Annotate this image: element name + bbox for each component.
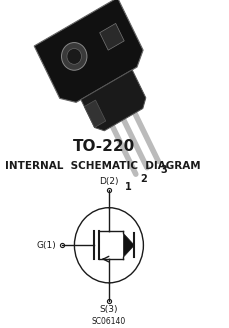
Text: 3: 3 (160, 165, 166, 175)
Circle shape (67, 49, 81, 64)
Circle shape (61, 43, 87, 70)
Text: 2: 2 (139, 174, 146, 184)
Polygon shape (99, 23, 124, 50)
Polygon shape (81, 70, 145, 131)
Polygon shape (84, 100, 105, 128)
Text: S(3): S(3) (99, 305, 118, 314)
Text: D(2): D(2) (99, 177, 118, 186)
Polygon shape (123, 234, 134, 257)
Polygon shape (34, 0, 142, 102)
Text: G(1): G(1) (36, 241, 56, 250)
Text: SC06140: SC06140 (91, 318, 125, 326)
Text: TO-220: TO-220 (73, 139, 135, 154)
Text: 1: 1 (125, 182, 131, 192)
Text: INTERNAL  SCHEMATIC  DIAGRAM: INTERNAL SCHEMATIC DIAGRAM (5, 161, 199, 171)
